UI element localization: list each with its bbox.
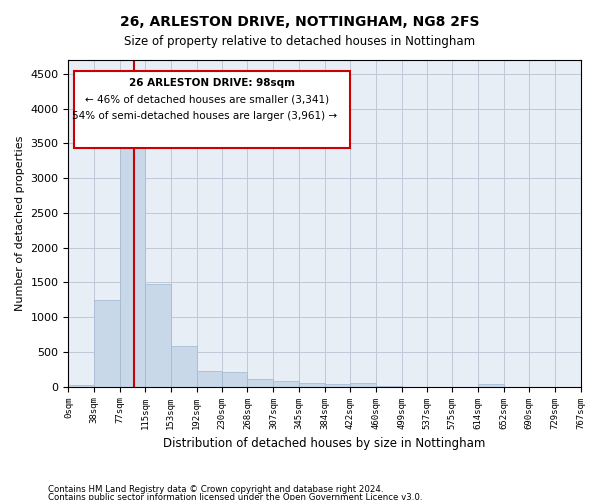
Bar [145, 284, 170, 386]
Bar [325, 384, 350, 386]
Y-axis label: Number of detached properties: Number of detached properties [15, 136, 25, 311]
Bar [170, 346, 197, 387]
Bar [478, 384, 504, 386]
Bar [222, 372, 247, 386]
Text: ← 46% of detached houses are smaller (3,341): ← 46% of detached houses are smaller (3,… [85, 94, 329, 104]
Text: 26, ARLESTON DRIVE, NOTTINGHAM, NG8 2FS: 26, ARLESTON DRIVE, NOTTINGHAM, NG8 2FS [120, 15, 480, 29]
Text: Size of property relative to detached houses in Nottingham: Size of property relative to detached ho… [124, 35, 476, 48]
Bar [197, 372, 222, 386]
Text: 26 ARLESTON DRIVE: 98sqm: 26 ARLESTON DRIVE: 98sqm [129, 78, 295, 88]
Bar [74, 72, 350, 148]
Bar [68, 384, 94, 386]
X-axis label: Distribution of detached houses by size in Nottingham: Distribution of detached houses by size … [163, 437, 485, 450]
Bar [94, 300, 120, 386]
Bar [350, 383, 376, 386]
Bar [274, 381, 299, 386]
Bar [247, 378, 274, 386]
Text: Contains public sector information licensed under the Open Government Licence v3: Contains public sector information licen… [48, 492, 422, 500]
Text: 54% of semi-detached houses are larger (3,961) →: 54% of semi-detached houses are larger (… [71, 110, 337, 120]
Bar [299, 383, 325, 386]
Text: Contains HM Land Registry data © Crown copyright and database right 2024.: Contains HM Land Registry data © Crown c… [48, 485, 383, 494]
Bar [120, 144, 145, 386]
